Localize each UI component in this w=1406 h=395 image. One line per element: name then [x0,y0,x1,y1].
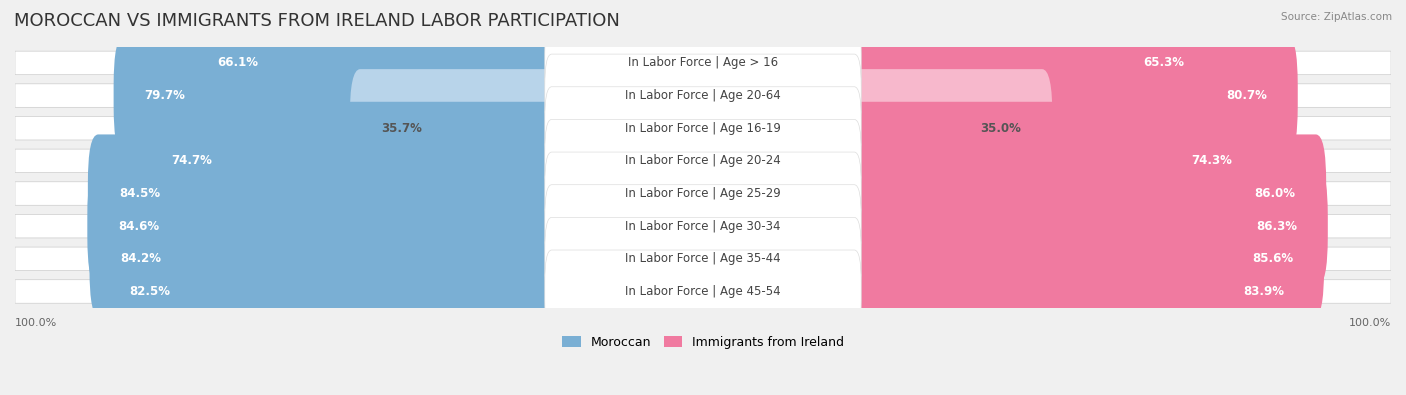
Text: 66.1%: 66.1% [218,56,259,70]
Text: Source: ZipAtlas.com: Source: ZipAtlas.com [1281,12,1392,22]
Text: 85.6%: 85.6% [1251,252,1294,265]
FancyBboxPatch shape [844,36,1298,155]
Text: In Labor Force | Age 35-44: In Labor Force | Age 35-44 [626,252,780,265]
Text: 80.7%: 80.7% [1226,89,1267,102]
Text: In Labor Force | Age 16-19: In Labor Force | Age 16-19 [626,122,780,135]
FancyBboxPatch shape [544,119,862,202]
FancyBboxPatch shape [98,232,562,351]
FancyBboxPatch shape [544,185,862,268]
FancyBboxPatch shape [90,200,562,318]
Text: MOROCCAN VS IMMIGRANTS FROM IRELAND LABOR PARTICIPATION: MOROCCAN VS IMMIGRANTS FROM IRELAND LABO… [14,12,620,30]
Text: 65.3%: 65.3% [1143,56,1184,70]
FancyBboxPatch shape [87,167,562,285]
FancyBboxPatch shape [15,182,1391,205]
FancyBboxPatch shape [844,102,1264,220]
FancyBboxPatch shape [15,117,1391,140]
Text: 74.7%: 74.7% [172,154,212,167]
FancyBboxPatch shape [87,134,562,253]
FancyBboxPatch shape [187,4,562,122]
FancyBboxPatch shape [544,152,862,235]
FancyBboxPatch shape [544,21,862,104]
Text: In Labor Force | Age 30-34: In Labor Force | Age 30-34 [626,220,780,233]
Text: 86.3%: 86.3% [1256,220,1296,233]
Text: 86.0%: 86.0% [1254,187,1295,200]
Text: 35.0%: 35.0% [980,122,1022,135]
FancyBboxPatch shape [15,51,1391,75]
Text: 82.5%: 82.5% [129,285,170,298]
FancyBboxPatch shape [844,134,1326,253]
Text: 79.7%: 79.7% [145,89,186,102]
Text: 100.0%: 100.0% [1348,318,1391,327]
Text: In Labor Force | Age > 16: In Labor Force | Age > 16 [628,56,778,70]
FancyBboxPatch shape [114,36,562,155]
FancyBboxPatch shape [15,214,1391,238]
FancyBboxPatch shape [15,149,1391,173]
Text: 83.9%: 83.9% [1243,285,1284,298]
Text: 35.7%: 35.7% [381,122,422,135]
FancyBboxPatch shape [544,54,862,137]
Text: 84.2%: 84.2% [121,252,162,265]
FancyBboxPatch shape [844,4,1215,122]
FancyBboxPatch shape [544,250,862,333]
Text: In Labor Force | Age 20-24: In Labor Force | Age 20-24 [626,154,780,167]
FancyBboxPatch shape [15,84,1391,107]
FancyBboxPatch shape [844,167,1327,285]
Text: In Labor Force | Age 25-29: In Labor Force | Age 25-29 [626,187,780,200]
Legend: Moroccan, Immigrants from Ireland: Moroccan, Immigrants from Ireland [562,336,844,348]
FancyBboxPatch shape [844,232,1315,351]
Text: In Labor Force | Age 45-54: In Labor Force | Age 45-54 [626,285,780,298]
Text: 100.0%: 100.0% [15,318,58,327]
FancyBboxPatch shape [844,69,1053,187]
FancyBboxPatch shape [350,69,562,187]
FancyBboxPatch shape [15,280,1391,303]
Text: 74.3%: 74.3% [1191,154,1233,167]
FancyBboxPatch shape [544,87,862,170]
FancyBboxPatch shape [141,102,562,220]
Text: 84.5%: 84.5% [120,187,160,200]
Text: 84.6%: 84.6% [118,220,159,233]
FancyBboxPatch shape [15,247,1391,271]
FancyBboxPatch shape [544,217,862,300]
Text: In Labor Force | Age 20-64: In Labor Force | Age 20-64 [626,89,780,102]
FancyBboxPatch shape [844,200,1324,318]
